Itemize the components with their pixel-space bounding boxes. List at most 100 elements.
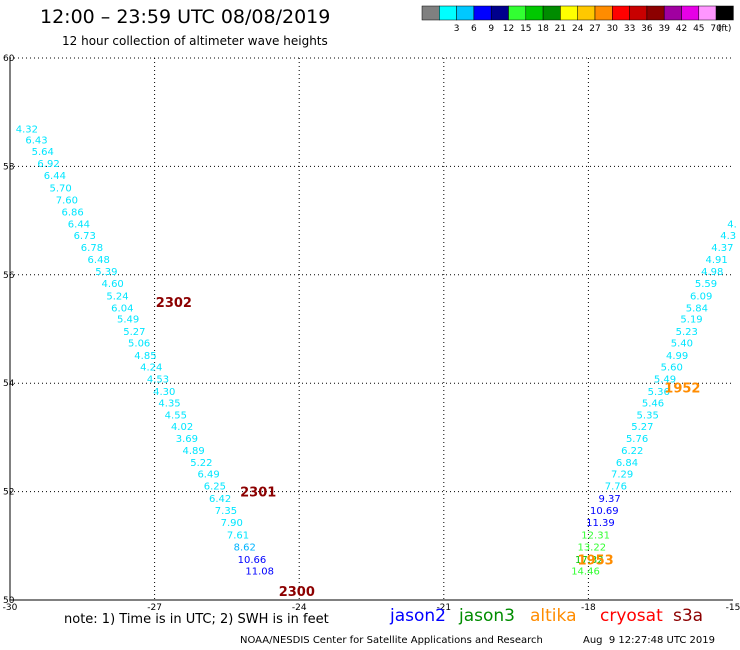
legend-swatch xyxy=(560,5,578,21)
swh-value-label: 4.37 xyxy=(711,243,733,254)
swh-value-label: 6.04 xyxy=(111,303,133,314)
latitude-tick-label: 54 xyxy=(3,379,15,389)
legend-tick-label: 12 xyxy=(503,24,514,34)
swh-value-label: 5.35 xyxy=(637,411,659,422)
legend-tick-label: 9 xyxy=(488,24,494,34)
swh-value-label: 4.02 xyxy=(171,422,193,433)
longitude-tick-label: -27 xyxy=(147,603,162,613)
swh-value-label: 7.35 xyxy=(215,506,237,517)
legend-unit-label: (ft) xyxy=(718,24,732,34)
footer-note: note: 1) Time is in UTC; 2) SWH is in fe… xyxy=(64,612,329,627)
legend-swatch xyxy=(421,5,440,21)
legend-swatch xyxy=(508,5,527,21)
swh-value-label: 4.98 xyxy=(701,267,723,278)
swh-value-label: 9.37 xyxy=(598,494,620,505)
swh-value-label: 4.32 xyxy=(16,124,38,135)
satellite-name-cryosat: cryosat xyxy=(600,606,663,626)
pass-time-label: 2301 xyxy=(240,486,276,501)
longitude-tick-label: -30 xyxy=(3,603,18,613)
swh-value-label: 4.89 xyxy=(183,446,205,457)
swh-value-label: 4. xyxy=(727,219,737,230)
longitude-tick-label: -15 xyxy=(726,603,740,613)
swh-value-label: 6.25 xyxy=(204,482,226,493)
swh-value-label: 10.69 xyxy=(590,506,619,517)
swh-value-label: 6.86 xyxy=(62,207,84,218)
legend-swatch xyxy=(577,5,596,21)
swh-value-label: 4.35 xyxy=(158,399,180,410)
legend-tick-label: 27 xyxy=(589,24,600,34)
swh-value-label: 5.40 xyxy=(671,339,693,350)
pass-time-label: 1953 xyxy=(578,553,614,568)
satellite-name-jason2: jason2 xyxy=(390,606,446,626)
swh-value-label: 6.78 xyxy=(81,243,103,254)
latitude-tick-label: 58 xyxy=(3,162,15,172)
swh-value-label: 6.92 xyxy=(37,159,59,170)
swh-value-label: 7.61 xyxy=(227,530,249,541)
legend-tick-label: 3 xyxy=(454,24,460,34)
swh-value-label: 11.39 xyxy=(586,518,615,529)
latitude-tick-label: 52 xyxy=(3,488,14,498)
swh-value-label: 5.19 xyxy=(680,315,702,326)
pass-time-label: 2302 xyxy=(156,296,192,311)
page-subtitle: 12 hour collection of altimeter wave hei… xyxy=(62,34,328,48)
legend-swatch xyxy=(439,5,457,21)
swh-value-label: 6.44 xyxy=(44,171,66,182)
swh-value-label: 5.76 xyxy=(626,434,648,445)
swh-value-label: 6.22 xyxy=(621,446,643,457)
satellite-name-s3a: s3a xyxy=(673,606,704,626)
swh-value-label: 4.30 xyxy=(153,387,175,398)
swh-value-label: 5.27 xyxy=(631,422,653,433)
swh-value-label: 5.49 xyxy=(117,315,139,326)
swh-value-label: 5.59 xyxy=(695,279,717,290)
legend-swatch xyxy=(663,5,682,21)
longitude-tick-label: -18 xyxy=(581,603,596,613)
longitude-tick-label: -21 xyxy=(436,603,451,613)
swh-value-label: 8.62 xyxy=(234,542,256,553)
legend-tick-label: 33 xyxy=(624,24,635,34)
legend-swatch xyxy=(525,5,544,21)
swh-value-label: 4.85 xyxy=(134,351,156,362)
swh-value-label: 17.32 xyxy=(575,555,604,566)
legend-swatch xyxy=(646,5,665,21)
page-title: 12:00 – 23:59 UTC 08/08/2019 xyxy=(40,6,331,28)
legend-tick-label: 30 xyxy=(607,24,619,34)
pass-time-label: 1952 xyxy=(664,382,700,397)
swh-value-label: 5.06 xyxy=(128,339,150,350)
legend-tick-label: 36 xyxy=(641,24,653,34)
satellite-name-altika: altika xyxy=(530,606,577,626)
swh-value-label: 5.22 xyxy=(190,458,212,469)
latitude-tick-label: 60 xyxy=(3,54,15,64)
swh-value-label: 7.29 xyxy=(611,470,633,481)
swh-value-label: 14.46 xyxy=(571,567,600,578)
legend-swatch xyxy=(456,5,475,21)
legend-swatch xyxy=(715,5,734,21)
swh-value-label: 5.27 xyxy=(123,327,145,338)
swh-value-label: 4.60 xyxy=(102,279,124,290)
swh-value-label: 5.84 xyxy=(686,303,708,314)
legend-swatch xyxy=(490,5,509,21)
swh-value-label: 5.24 xyxy=(106,291,128,302)
legend-tick-label: 42 xyxy=(676,24,687,34)
swh-value-label: 5.60 xyxy=(661,362,683,373)
legend-tick-label: 24 xyxy=(572,24,584,34)
latitude-tick-label: 56 xyxy=(3,271,15,281)
pass-time-label: 2300 xyxy=(279,585,315,600)
legend-swatch xyxy=(612,5,630,21)
legend-swatch xyxy=(542,5,561,21)
swh-value-label: 6.42 xyxy=(209,494,231,505)
generated-timestamp: Aug 9 12:27:48 UTC 2019 xyxy=(583,635,715,646)
swh-value-label: 4.99 xyxy=(666,351,688,362)
latitude-tick-label: 50 xyxy=(3,596,15,606)
legend-tick-label: 70 xyxy=(710,24,722,34)
legend-swatch xyxy=(473,5,492,21)
swh-value-label: 7.90 xyxy=(221,518,243,529)
swh-value-label: 4.53 xyxy=(147,374,169,385)
legend-tick-label: 15 xyxy=(520,24,531,34)
swh-value-label: 6.49 xyxy=(197,470,219,481)
legend-tick-label: 18 xyxy=(537,24,549,34)
swh-value-label: 11.08 xyxy=(245,567,274,578)
swh-value-label: 6.44 xyxy=(68,219,90,230)
legend-swatch xyxy=(629,5,648,21)
swh-value-label: 3.69 xyxy=(176,434,198,445)
